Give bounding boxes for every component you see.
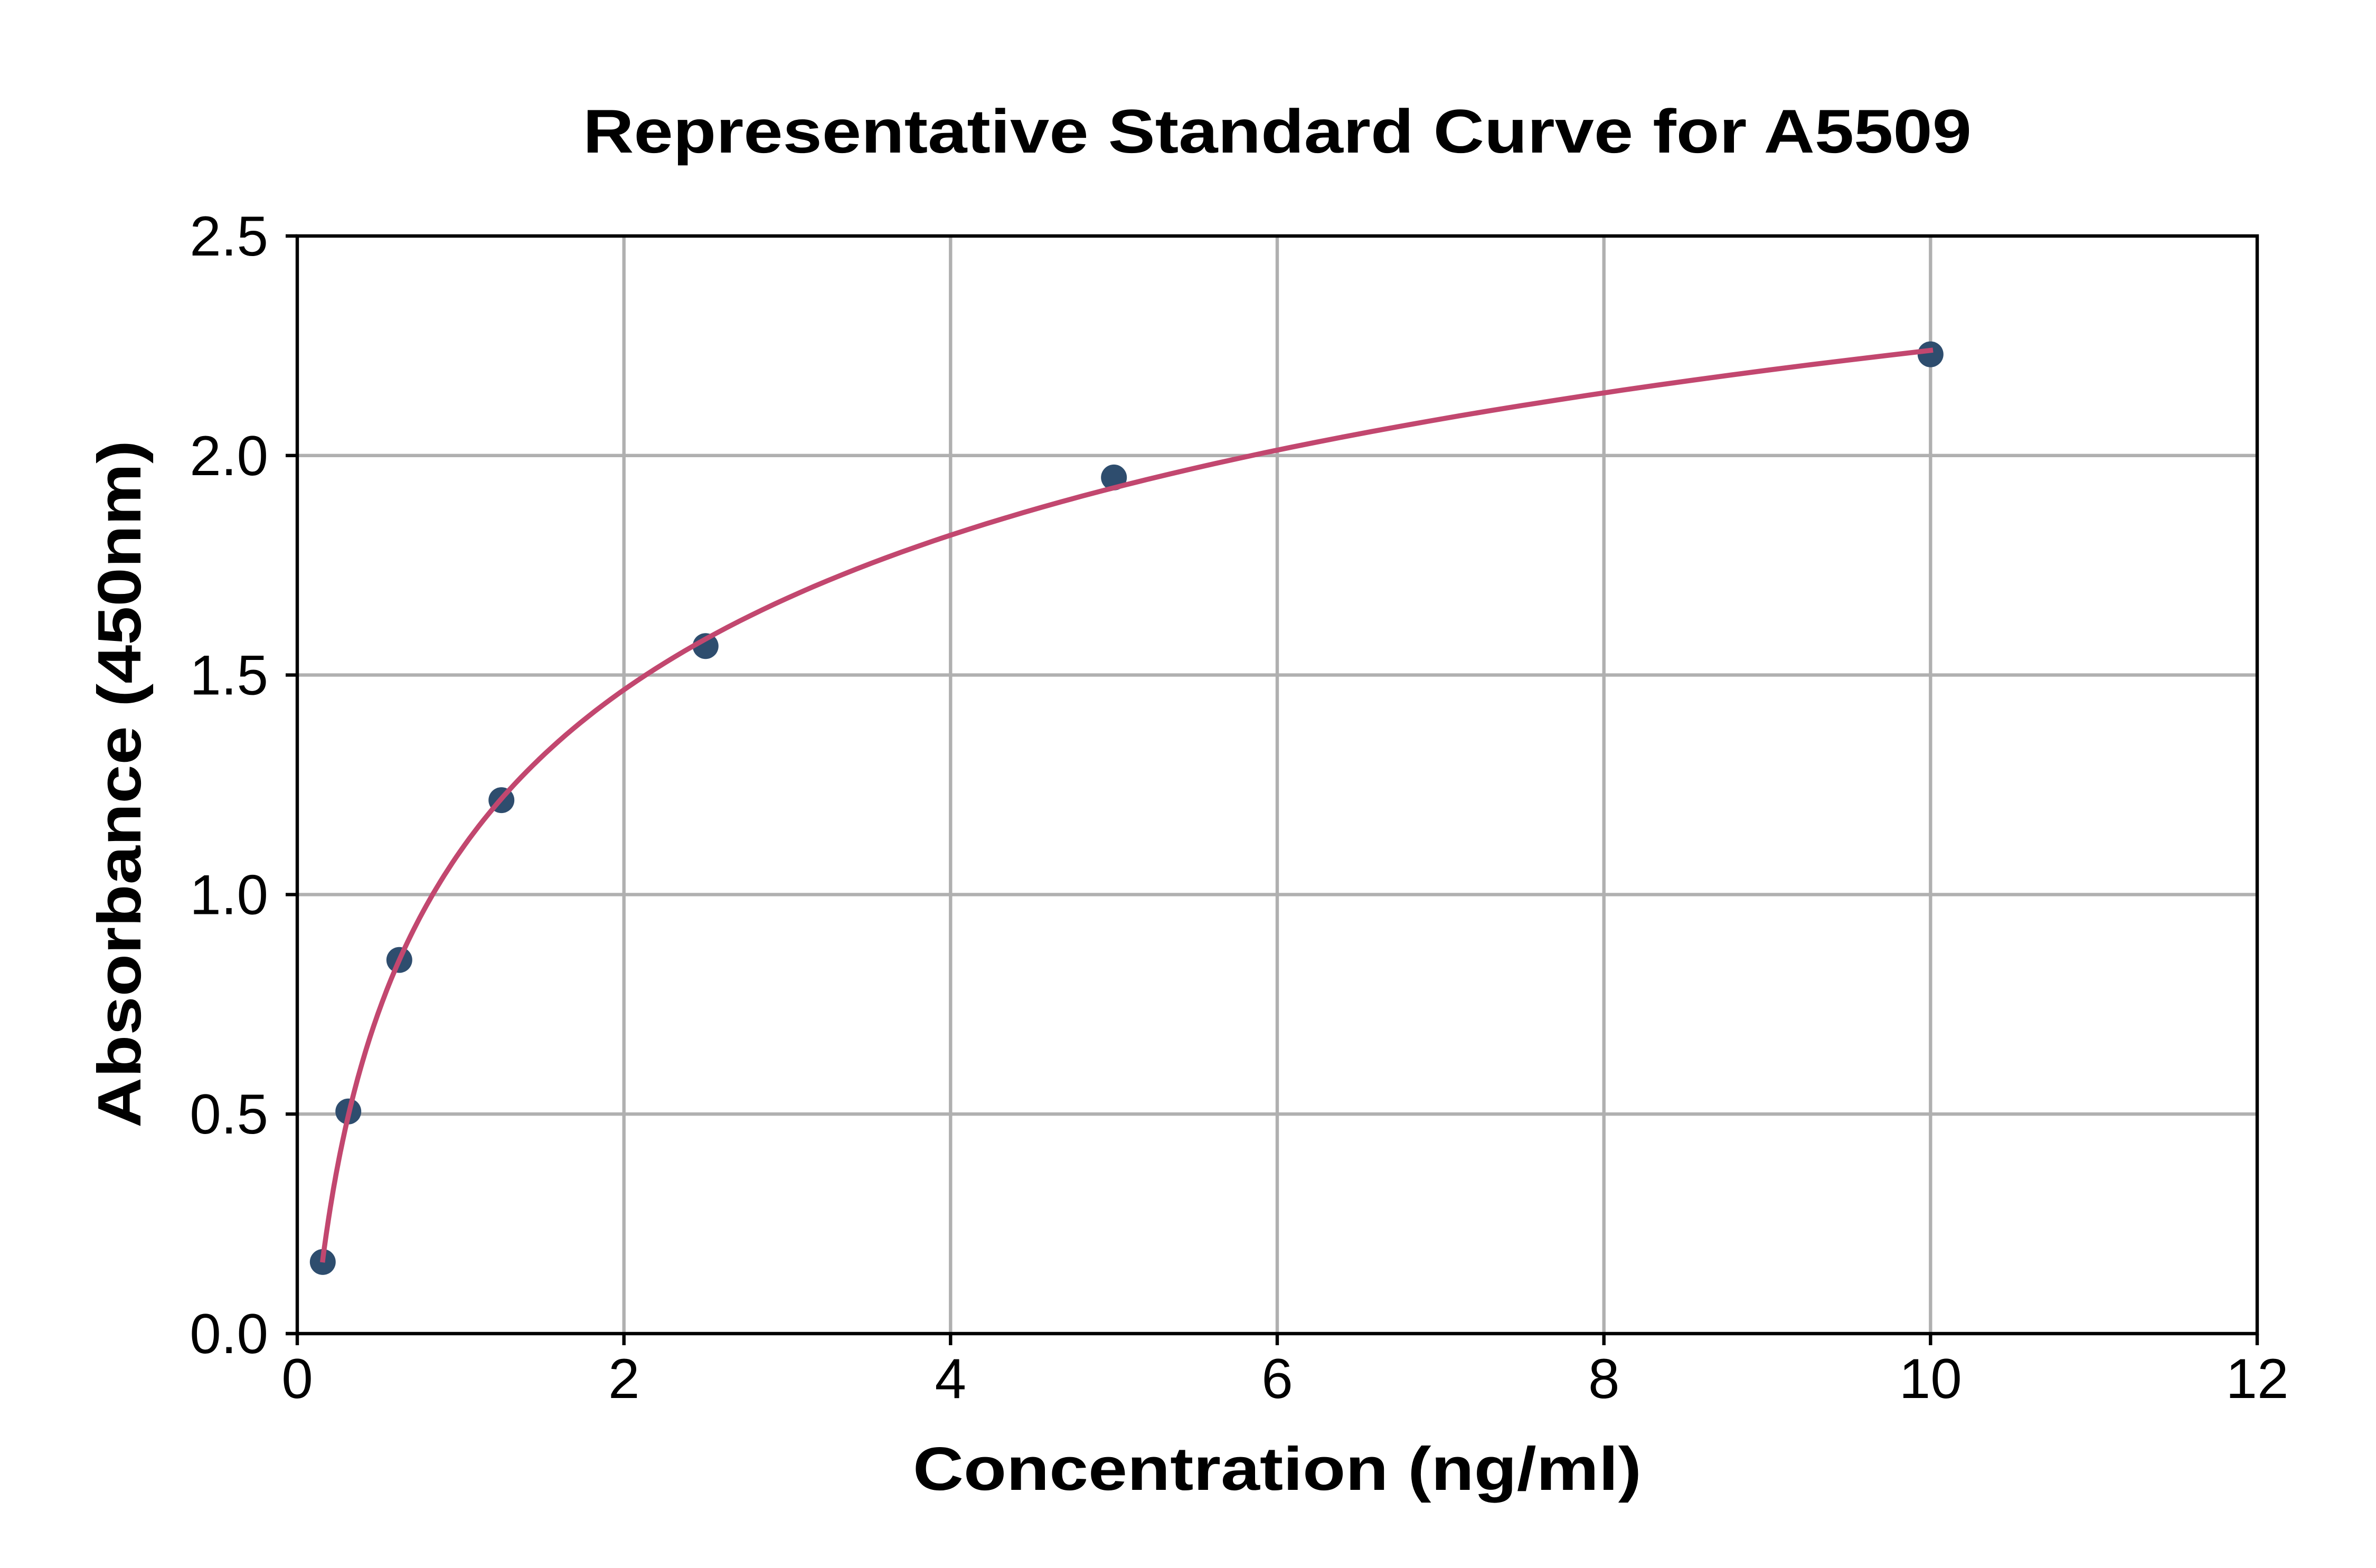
svg-text:0: 0 — [281, 1347, 313, 1410]
svg-text:0.5: 0.5 — [190, 1082, 268, 1146]
svg-text:Concentration (ng/ml): Concentration (ng/ml) — [913, 1434, 1642, 1503]
svg-text:2.0: 2.0 — [190, 424, 268, 487]
svg-text:4: 4 — [935, 1347, 967, 1410]
svg-text:10: 10 — [1899, 1347, 1962, 1410]
svg-text:12: 12 — [2226, 1347, 2288, 1410]
svg-text:8: 8 — [1588, 1347, 1620, 1410]
svg-text:2: 2 — [608, 1347, 640, 1410]
svg-text:6: 6 — [1261, 1347, 1293, 1410]
svg-text:1.5: 1.5 — [190, 644, 268, 707]
svg-text:1.0: 1.0 — [190, 863, 268, 926]
svg-text:Absorbance (450nm): Absorbance (450nm) — [85, 440, 154, 1128]
svg-text:Representative Standard Curve: Representative Standard Curve for A5509 — [583, 97, 1972, 166]
svg-text:2.5: 2.5 — [190, 204, 268, 268]
svg-text:0.0: 0.0 — [190, 1302, 268, 1365]
